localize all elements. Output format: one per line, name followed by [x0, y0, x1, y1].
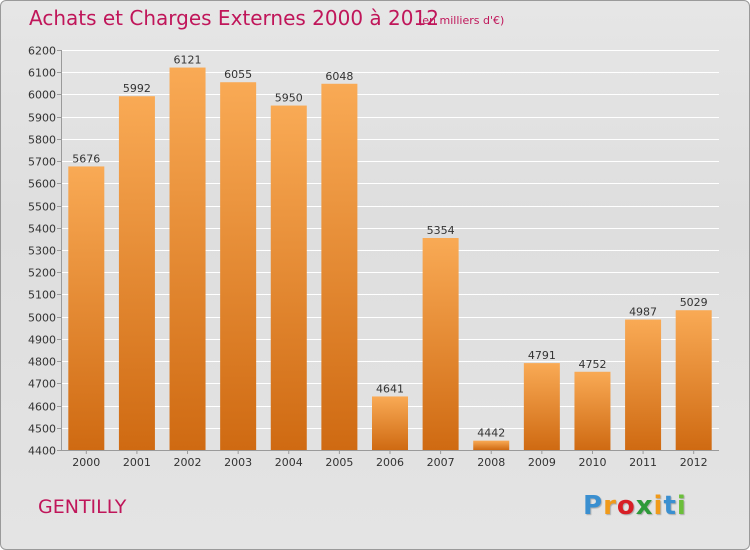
data-label-2004: 5950 [275, 92, 303, 105]
y-tick-label: 5700 [28, 156, 56, 169]
data-label-2002: 6121 [174, 54, 202, 67]
x-tick-label-2011: 2011 [629, 456, 657, 469]
x-tick-label-2006: 2006 [376, 456, 404, 469]
y-tick-label: 5400 [28, 223, 56, 236]
y-tick-label: 5900 [28, 112, 56, 125]
data-label-2008: 4442 [477, 427, 505, 440]
proxiti-logo: Proxiti [583, 491, 687, 521]
data-label-2007: 5354 [427, 224, 455, 237]
commune-name: GENTILLY [38, 496, 127, 518]
bar-2009 [523, 363, 560, 450]
y-tick-label: 4500 [28, 423, 56, 436]
y-tick-label: 4900 [28, 334, 56, 347]
logo-letter: x [635, 491, 654, 521]
y-tick-label: 5600 [28, 178, 56, 191]
x-tick-label-2010: 2010 [578, 456, 606, 469]
x-tick-label-2002: 2002 [174, 456, 202, 469]
x-tick-label-2005: 2005 [325, 456, 353, 469]
y-tick-label: 5100 [28, 289, 56, 302]
data-label-2006: 4641 [376, 382, 404, 395]
bar-2011 [625, 319, 662, 450]
data-label-2005: 6048 [325, 70, 353, 83]
bar-2004 [270, 105, 307, 451]
y-tick-label: 5200 [28, 267, 56, 280]
logo-letter: i [676, 491, 687, 521]
logo-letter: o [616, 491, 636, 521]
logo-letter: t [663, 491, 677, 521]
y-tick-label: 4800 [28, 356, 56, 369]
bar-2002 [169, 67, 206, 451]
data-label-2011: 4987 [629, 306, 657, 319]
logo-letter: r [603, 491, 617, 521]
data-label-2010: 4752 [578, 358, 606, 371]
y-tick-label: 6100 [28, 67, 56, 80]
bar-2010 [574, 371, 611, 450]
x-tick-label-2000: 2000 [72, 456, 100, 469]
x-tick-label-2009: 2009 [528, 456, 556, 469]
logo-letter: i [653, 491, 664, 521]
x-tick-label-2004: 2004 [275, 456, 303, 469]
bar-2003 [220, 82, 257, 450]
data-label-2012: 5029 [680, 296, 708, 309]
chart-unit: (en milliers d'€) [418, 14, 505, 27]
y-tick-label: 4600 [28, 401, 56, 414]
bar-2008 [473, 440, 510, 450]
x-tick-label-2008: 2008 [477, 456, 505, 469]
data-label-2001: 5992 [123, 82, 151, 95]
x-tick-label-2012: 2012 [680, 456, 708, 469]
data-label-2009: 4791 [528, 349, 556, 362]
y-tick-label: 5300 [28, 245, 56, 258]
y-tick-label: 6000 [28, 89, 56, 102]
bar-2007 [422, 238, 459, 450]
bar-2001 [118, 96, 155, 450]
y-tick-label: 6200 [28, 45, 56, 58]
data-label-2000: 5676 [72, 152, 100, 165]
bar-2006 [372, 396, 408, 450]
y-tick-label: 5800 [28, 134, 56, 147]
y-tick-label: 5000 [28, 312, 56, 325]
bar-2005 [321, 83, 358, 451]
logo-letter: P [583, 491, 604, 521]
data-label-2003: 6055 [224, 68, 252, 81]
y-tick-label: 5500 [28, 201, 56, 214]
x-tick-label-2007: 2007 [427, 456, 455, 469]
x-tick-label-2003: 2003 [224, 456, 252, 469]
bar-2012 [675, 310, 712, 450]
bar-2000 [68, 166, 105, 450]
chart-title: Achats et Charges Externes 2000 à 2012 [29, 6, 439, 30]
y-tick-label: 4400 [28, 445, 56, 458]
y-tick-label: 4700 [28, 378, 56, 391]
x-tick-label-2001: 2001 [123, 456, 151, 469]
